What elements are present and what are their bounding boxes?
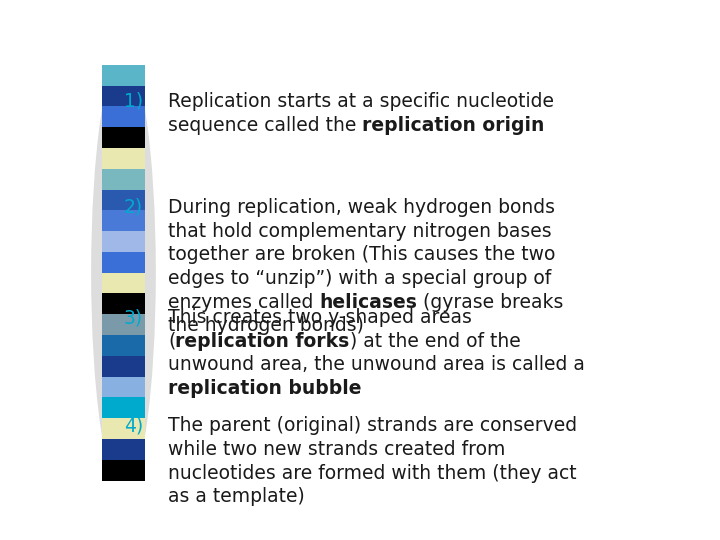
Text: as a template): as a template): [168, 487, 305, 507]
Text: Replication starts at a specific nucleotide: Replication starts at a specific nucleot…: [168, 92, 554, 111]
Text: nucleotides are formed with them (they act: nucleotides are formed with them (they a…: [168, 463, 577, 483]
Bar: [102, 377, 145, 397]
Text: edges to “unzip”) with a special group of: edges to “unzip”) with a special group o…: [168, 269, 552, 288]
Text: (gyrase breaks: (gyrase breaks: [418, 293, 564, 312]
Bar: [102, 397, 145, 418]
Bar: [102, 356, 145, 377]
Text: helicases: helicases: [320, 293, 418, 312]
Bar: [102, 460, 145, 481]
Text: while two new strands created from: while two new strands created from: [168, 440, 505, 459]
Text: replication forks: replication forks: [176, 332, 350, 351]
Text: replication bubble: replication bubble: [168, 379, 361, 398]
Ellipse shape: [91, 55, 156, 491]
Text: During replication, weak hydrogen bonds: During replication, weak hydrogen bonds: [168, 198, 555, 217]
Text: ) at the end of the: ) at the end of the: [350, 332, 521, 351]
Text: that hold complementary nitrogen bases: that hold complementary nitrogen bases: [168, 221, 552, 240]
Text: together are broken (This causes the two: together are broken (This causes the two: [168, 245, 556, 264]
Text: 1): 1): [124, 92, 143, 111]
Bar: [102, 314, 145, 335]
Bar: [102, 106, 145, 127]
Bar: [102, 127, 145, 148]
Bar: [102, 210, 145, 231]
Text: unwound area, the unwound area is called a: unwound area, the unwound area is called…: [168, 355, 585, 374]
Bar: [102, 231, 145, 252]
Bar: [102, 148, 145, 168]
Bar: [102, 65, 145, 85]
Text: 2): 2): [124, 198, 143, 217]
Text: replication origin: replication origin: [362, 116, 545, 134]
Bar: [102, 418, 145, 439]
Bar: [102, 294, 145, 314]
Text: (: (: [168, 332, 176, 351]
Bar: [102, 85, 145, 106]
Text: The parent (original) strands are conserved: The parent (original) strands are conser…: [168, 416, 577, 435]
Bar: [102, 439, 145, 460]
Text: 3): 3): [124, 308, 143, 327]
Bar: [102, 168, 145, 190]
Bar: [102, 190, 145, 211]
Text: This creates two y-shaped areas: This creates two y-shaped areas: [168, 308, 472, 327]
Text: sequence called the: sequence called the: [168, 116, 362, 134]
Bar: [102, 335, 145, 356]
Text: enzymes called: enzymes called: [168, 293, 320, 312]
Text: 4): 4): [124, 416, 143, 435]
Bar: [102, 252, 145, 273]
Bar: [102, 273, 145, 294]
Text: the hydrogen bonds): the hydrogen bonds): [168, 316, 364, 335]
